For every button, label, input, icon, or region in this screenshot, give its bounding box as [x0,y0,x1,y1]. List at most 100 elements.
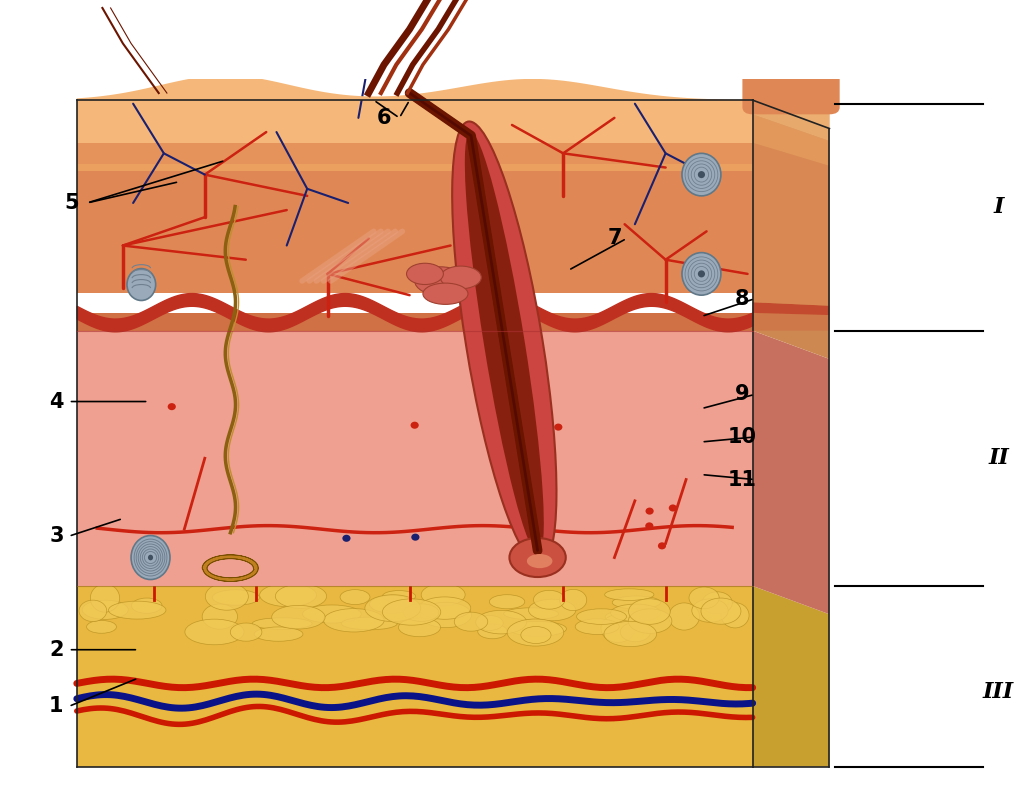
Polygon shape [77,313,753,331]
Ellipse shape [560,589,587,611]
Ellipse shape [528,599,575,621]
Ellipse shape [230,623,262,641]
Ellipse shape [340,589,370,604]
Polygon shape [77,100,753,171]
Polygon shape [753,586,829,767]
Ellipse shape [682,253,721,296]
Ellipse shape [370,596,415,613]
Ellipse shape [79,600,106,622]
Ellipse shape [610,604,660,622]
Ellipse shape [82,600,128,619]
Ellipse shape [669,603,699,630]
Polygon shape [753,313,829,331]
Ellipse shape [509,621,566,636]
Text: 7: 7 [607,229,622,248]
Ellipse shape [147,555,154,560]
Ellipse shape [621,623,650,641]
Text: I: I [993,195,1004,217]
Polygon shape [77,331,753,586]
Ellipse shape [577,609,627,624]
Ellipse shape [605,611,641,623]
Ellipse shape [721,603,749,628]
Ellipse shape [504,608,559,619]
Ellipse shape [612,596,660,609]
Ellipse shape [168,403,176,411]
Ellipse shape [657,542,666,549]
Ellipse shape [465,132,544,554]
Polygon shape [77,76,753,100]
Text: 9: 9 [735,385,750,404]
Ellipse shape [669,504,677,511]
Text: 3: 3 [49,526,63,546]
Ellipse shape [212,589,259,605]
Ellipse shape [682,154,721,196]
Text: 8: 8 [735,288,750,309]
Ellipse shape [403,604,439,622]
Ellipse shape [421,602,472,627]
Ellipse shape [645,507,653,515]
Ellipse shape [629,609,672,634]
Ellipse shape [412,533,420,541]
Ellipse shape [507,619,564,646]
Ellipse shape [453,121,556,564]
Text: III: III [983,682,1014,703]
Polygon shape [753,143,829,306]
Polygon shape [753,114,829,165]
Ellipse shape [698,171,705,178]
Polygon shape [753,76,829,359]
Ellipse shape [645,522,653,530]
Ellipse shape [419,597,471,619]
Ellipse shape [365,595,421,622]
Ellipse shape [604,621,656,647]
Ellipse shape [702,592,732,614]
Ellipse shape [271,605,325,629]
Polygon shape [77,586,753,767]
Ellipse shape [382,599,440,625]
Ellipse shape [526,554,553,568]
Ellipse shape [478,624,507,639]
Ellipse shape [302,605,361,623]
Text: II: II [988,448,1009,470]
Ellipse shape [605,589,654,600]
Ellipse shape [109,601,166,619]
Polygon shape [753,303,829,315]
Ellipse shape [539,366,547,374]
Ellipse shape [131,536,170,579]
Ellipse shape [202,604,238,629]
Text: 2: 2 [49,640,63,660]
Ellipse shape [698,270,705,277]
Ellipse shape [476,615,503,630]
Ellipse shape [324,608,384,632]
Text: 1: 1 [49,697,63,716]
Ellipse shape [87,620,117,634]
Polygon shape [77,100,753,143]
Polygon shape [77,128,753,293]
Ellipse shape [489,595,524,609]
Text: 6: 6 [377,108,391,128]
Ellipse shape [692,599,728,623]
Ellipse shape [206,583,249,610]
Ellipse shape [254,627,303,641]
Ellipse shape [701,598,741,624]
Ellipse shape [421,584,465,606]
Polygon shape [753,100,829,141]
Text: 10: 10 [728,427,757,447]
Ellipse shape [411,422,419,429]
Ellipse shape [127,269,156,300]
Text: 4: 4 [49,392,63,411]
Ellipse shape [423,283,468,304]
Ellipse shape [341,617,397,630]
Polygon shape [77,143,753,164]
Ellipse shape [521,626,551,644]
Ellipse shape [440,266,481,288]
FancyBboxPatch shape [742,72,840,114]
Ellipse shape [131,598,162,613]
Ellipse shape [601,615,635,642]
Ellipse shape [510,538,565,577]
Ellipse shape [275,584,327,608]
Ellipse shape [185,619,244,645]
Ellipse shape [342,535,350,542]
Polygon shape [753,331,829,615]
Ellipse shape [252,618,312,630]
Ellipse shape [90,584,120,612]
